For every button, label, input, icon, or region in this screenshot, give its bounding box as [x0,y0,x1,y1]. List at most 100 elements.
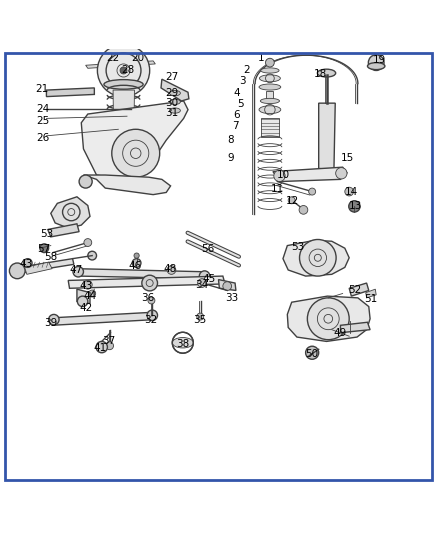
Text: 6: 6 [233,110,240,120]
Text: 37: 37 [102,336,115,345]
Circle shape [266,58,274,67]
Polygon shape [161,79,189,101]
Circle shape [223,282,232,290]
Circle shape [345,187,354,196]
Text: 31: 31 [165,108,178,118]
Polygon shape [51,312,154,325]
Text: 9: 9 [227,154,234,164]
Text: 38: 38 [176,339,189,349]
Polygon shape [273,167,347,182]
Text: 50: 50 [305,350,319,359]
Text: 7: 7 [232,121,238,131]
Text: 43: 43 [19,260,33,269]
Polygon shape [287,296,370,342]
Text: 41: 41 [94,343,107,353]
Text: 39: 39 [44,318,57,328]
Circle shape [97,44,150,96]
Text: 32: 32 [144,314,158,325]
Text: 3: 3 [239,76,246,86]
Circle shape [79,175,92,188]
Polygon shape [48,224,79,237]
Ellipse shape [260,99,280,103]
Circle shape [199,271,210,281]
Ellipse shape [259,84,281,90]
Circle shape [134,253,139,258]
Text: 2: 2 [243,64,250,75]
Circle shape [132,259,141,268]
Polygon shape [24,262,52,274]
Text: 11: 11 [271,184,284,194]
Ellipse shape [170,91,180,96]
Polygon shape [10,259,74,274]
Ellipse shape [317,69,336,77]
Circle shape [120,67,127,74]
Polygon shape [77,289,90,303]
Text: 33: 33 [225,293,238,303]
Circle shape [142,275,157,291]
Polygon shape [46,88,94,96]
Text: 57: 57 [38,244,51,254]
Polygon shape [86,61,155,68]
Polygon shape [81,101,188,180]
Ellipse shape [104,79,143,89]
Text: 48: 48 [163,264,177,273]
Text: 14: 14 [345,188,358,197]
Polygon shape [283,240,349,276]
Ellipse shape [368,63,385,70]
Circle shape [106,342,114,350]
Circle shape [197,313,204,320]
Text: 12: 12 [286,196,299,206]
Circle shape [23,259,32,268]
Circle shape [96,342,108,353]
Circle shape [49,314,59,325]
Text: 10: 10 [277,170,290,180]
Polygon shape [261,118,279,136]
Circle shape [73,266,83,277]
Text: 36: 36 [141,293,155,303]
Text: 22: 22 [107,53,120,63]
Ellipse shape [172,337,193,348]
Polygon shape [349,283,369,296]
Text: 13: 13 [349,201,362,212]
Text: 4: 4 [233,88,240,98]
Circle shape [40,244,49,253]
Text: 1: 1 [258,53,264,63]
Circle shape [299,206,308,214]
Text: 28: 28 [121,64,135,75]
Circle shape [309,188,316,195]
Polygon shape [83,175,170,195]
Ellipse shape [259,106,281,114]
Text: 56: 56 [201,244,214,254]
Text: 44: 44 [83,291,97,301]
Text: 45: 45 [202,274,215,284]
Text: 35: 35 [194,314,207,325]
Circle shape [84,239,92,246]
Ellipse shape [170,99,180,104]
Text: 18: 18 [314,69,327,79]
Text: 34: 34 [195,280,208,290]
Ellipse shape [170,108,180,113]
Text: 24: 24 [36,104,49,114]
Circle shape [336,167,347,179]
Circle shape [148,297,155,304]
Circle shape [299,239,336,276]
Text: 58: 58 [44,252,57,262]
Circle shape [368,55,384,70]
Text: 52: 52 [348,286,361,295]
Circle shape [147,310,157,320]
Text: 26: 26 [36,133,49,143]
Text: 30: 30 [165,98,178,108]
Ellipse shape [104,166,143,175]
Circle shape [349,201,360,212]
Text: 49: 49 [333,328,346,338]
Circle shape [88,251,97,260]
Text: 25: 25 [36,116,49,126]
Text: 53: 53 [40,229,53,239]
Text: 53: 53 [291,242,305,252]
Polygon shape [77,269,205,279]
Text: 47: 47 [69,265,82,275]
Text: 29: 29 [165,88,178,98]
Circle shape [167,265,176,274]
Text: 21: 21 [35,84,49,94]
Text: 20: 20 [132,53,145,63]
